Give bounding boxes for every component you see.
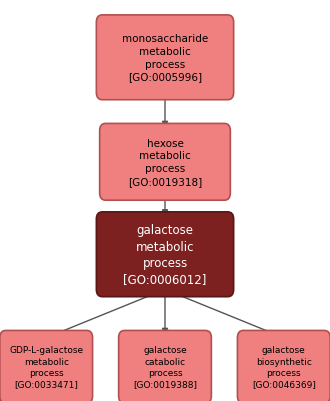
FancyBboxPatch shape [100,124,230,201]
FancyBboxPatch shape [119,330,211,401]
Text: hexose
metabolic
process
[GO:0019318]: hexose metabolic process [GO:0019318] [128,138,202,186]
FancyBboxPatch shape [0,330,92,401]
FancyBboxPatch shape [238,330,330,401]
Text: GDP-L-galactose
metabolic
process
[GO:0033471]: GDP-L-galactose metabolic process [GO:00… [9,345,83,389]
Text: galactose
catabolic
process
[GO:0019388]: galactose catabolic process [GO:0019388] [133,345,197,389]
Text: galactose
metabolic
process
[GO:0006012]: galactose metabolic process [GO:0006012] [123,223,207,286]
FancyBboxPatch shape [96,16,234,101]
Text: monosaccharide
metabolic
process
[GO:0005996]: monosaccharide metabolic process [GO:000… [122,34,208,82]
FancyBboxPatch shape [96,213,234,297]
Text: galactose
biosynthetic
process
[GO:0046369]: galactose biosynthetic process [GO:00463… [252,345,316,389]
